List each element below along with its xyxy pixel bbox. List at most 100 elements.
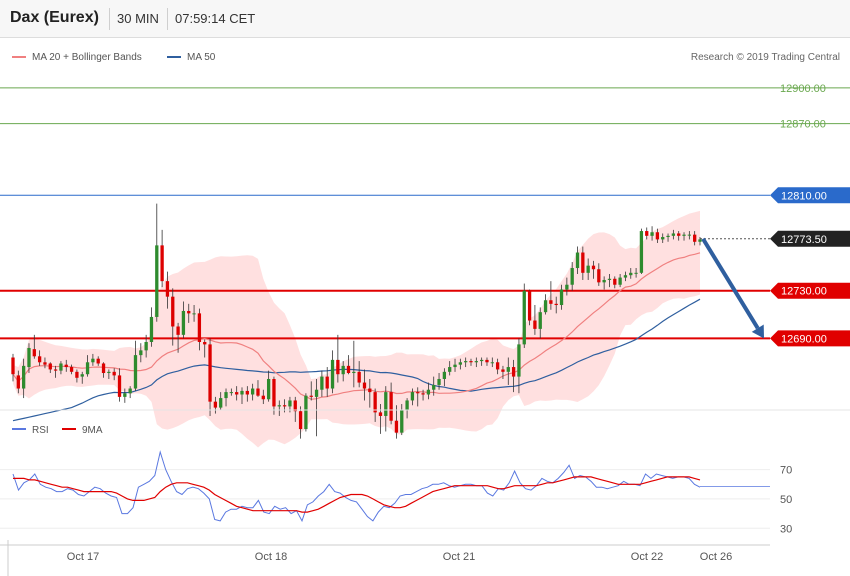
candle-body (298, 411, 303, 430)
ma20-line (12, 252, 701, 400)
level-label: 12810.00 (781, 190, 827, 202)
copyright-text: Research © 2019 Trading Central (690, 52, 840, 63)
level-tag (770, 282, 850, 299)
candle-body (607, 278, 612, 280)
candle-body (458, 362, 462, 365)
candle-body (80, 374, 84, 377)
candle-body (464, 361, 468, 363)
legend-ma20-swatch (12, 56, 26, 59)
candle-body (245, 390, 249, 395)
candle-body (59, 363, 63, 371)
candle-body (565, 284, 569, 290)
candle-body (490, 362, 494, 364)
x-tick-label: Oct 26 (700, 551, 732, 563)
rsi-line (12, 450, 701, 523)
candle-body (27, 347, 31, 368)
candle-body (219, 398, 223, 408)
legend-ma20: MA 20 + Bollinger Bands (12, 52, 142, 63)
candle-body (442, 371, 447, 379)
candle-body (341, 365, 345, 375)
candle-body (495, 362, 500, 370)
candle-body (288, 400, 292, 407)
candle-body (357, 371, 361, 383)
x-tick-label: Oct 17 (67, 551, 99, 563)
candle-body (368, 388, 372, 393)
candle-body (144, 342, 148, 351)
candle-body (389, 392, 393, 421)
candle-body (469, 361, 473, 363)
candle-body (149, 316, 154, 342)
candle-body (272, 378, 276, 407)
candle-body (155, 245, 159, 317)
candle-body (634, 272, 638, 274)
candle-body (197, 313, 202, 342)
timeframe-label[interactable]: 30 MIN (117, 11, 159, 26)
candle-body (693, 234, 697, 242)
candle-body (554, 303, 558, 306)
candle-body (117, 375, 122, 397)
candle-body (522, 290, 526, 345)
candle-body (432, 384, 436, 390)
candle-body (22, 365, 26, 389)
candle-body (240, 390, 244, 395)
candle-body (543, 300, 548, 313)
candle-body (570, 268, 574, 285)
candle-body (661, 237, 665, 240)
header-divider (109, 8, 110, 30)
candle-body (53, 369, 58, 371)
candle-body (618, 277, 622, 285)
candle-body (107, 371, 111, 374)
ma50-line (12, 298, 701, 422)
candle-body (559, 289, 564, 306)
candle-body (533, 320, 537, 329)
candle-body (538, 312, 542, 329)
chart-header: Dax (Eurex) 30 MIN 07:59:14 CET (0, 0, 850, 38)
legend-rsi-label: RSI (32, 425, 49, 436)
x-tick-label: Oct 18 (255, 551, 287, 563)
rsi-ma9-line (13, 476, 701, 513)
candle-body (485, 359, 489, 363)
legend-ma20-label: MA 20 + Bollinger Bands (32, 52, 142, 63)
candle-body (549, 300, 553, 304)
candle-body (400, 410, 404, 433)
candle-body (474, 361, 478, 363)
candle-body (229, 392, 233, 394)
candle-body (330, 359, 335, 389)
candle-body (453, 364, 457, 368)
candle-body (123, 393, 127, 397)
candle-body (133, 355, 138, 389)
candle-body (85, 362, 90, 375)
level-label: 12773.50 (781, 234, 827, 246)
level-tag (770, 330, 850, 347)
candle-body (506, 367, 510, 372)
candle-body (160, 245, 164, 282)
candle-body (16, 375, 20, 389)
candle-body (75, 371, 79, 378)
candle-body (37, 356, 42, 363)
candle-body (101, 363, 106, 374)
legend-ma9-label: 9MA (82, 425, 103, 436)
x-tick-label: Oct 21 (443, 551, 475, 563)
candle-body (181, 310, 186, 335)
candle-body (629, 272, 633, 276)
candle-body (517, 344, 521, 377)
candle-body (277, 405, 281, 407)
projection-arrow (701, 237, 760, 330)
candle-body (394, 420, 399, 433)
candle-body (213, 401, 218, 408)
candle-body (314, 389, 319, 397)
candle-body (266, 378, 271, 400)
candle-body (128, 388, 132, 394)
candle-body (650, 232, 654, 236)
level-label: 12900.00 (780, 83, 826, 95)
legend-ma50-swatch (167, 56, 181, 59)
candle-body (613, 278, 617, 285)
candle-body (176, 326, 180, 335)
header-divider (167, 8, 168, 30)
candle-body (511, 367, 516, 377)
candle-body (480, 359, 484, 362)
candle-body (336, 359, 340, 375)
level-label: 12870.00 (780, 119, 826, 131)
candle-body (11, 357, 15, 375)
